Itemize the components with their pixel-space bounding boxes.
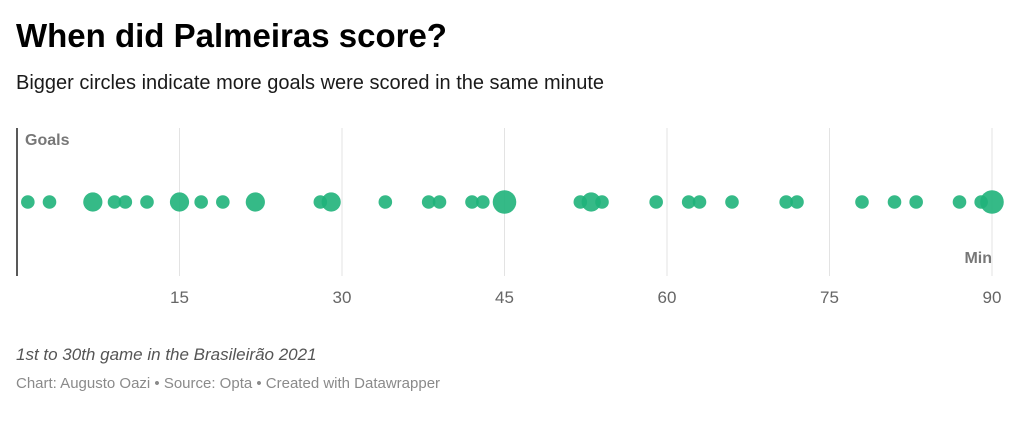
goal-dot[interactable] [681,195,696,209]
goal-dot[interactable] [118,195,133,209]
goal-dot[interactable] [245,192,265,212]
chart-note: 1st to 30th game in the Brasileirão 2021 [16,345,317,364]
goal-dot[interactable] [725,195,739,209]
goal-dot[interactable] [887,195,902,209]
goal-dot[interactable] [595,195,609,209]
x-tick-label: 90 [983,288,1002,307]
goal-dot[interactable] [140,195,154,209]
goal-dot[interactable] [980,190,1004,214]
goal-dot[interactable] [107,195,122,209]
chart-title: When did Palmeiras score? [16,17,447,54]
goal-dot[interactable] [476,195,490,209]
x-tick-label: 15 [170,288,189,307]
goal-dot[interactable] [692,195,707,209]
x-tick-label: 45 [495,288,514,307]
goal-dot[interactable] [779,195,793,209]
goal-dot[interactable] [21,195,35,209]
chart-credits: Chart: Augusto Oazi • Source: Opta • Cre… [16,375,441,392]
goal-dot[interactable] [432,195,447,209]
goal-dot[interactable] [421,195,436,209]
goal-dot[interactable] [790,195,804,209]
goal-dot[interactable] [465,195,479,209]
goal-dot[interactable] [42,195,57,209]
x-tick-label: 60 [658,288,677,307]
goal-dot[interactable] [216,195,230,209]
goal-dot[interactable] [169,192,190,212]
goal-dot[interactable] [194,195,208,209]
goal-dot[interactable] [581,192,601,212]
goal-dot[interactable] [492,190,517,214]
goal-dot[interactable] [378,195,393,209]
goal-dot[interactable] [909,195,923,209]
dot-chart: Goals Min 15 30 45 60 75 90 [16,128,1004,307]
chart-subtitle: Bigger circles indicate more goals were … [16,72,605,94]
y-axis-label: Goals [25,132,70,149]
x-tick-label: 75 [820,288,839,307]
goal-dot[interactable] [649,195,663,209]
x-axis-label: Min [964,250,992,267]
goal-dot[interactable] [855,195,869,209]
x-tick-label: 30 [333,288,352,307]
goal-dot[interactable] [83,192,103,212]
goal-dot[interactable] [321,192,341,212]
goal-dot[interactable] [952,195,967,209]
x-tick-labels: 15 30 45 60 75 90 [170,288,1001,307]
goal-dots [21,190,1004,214]
